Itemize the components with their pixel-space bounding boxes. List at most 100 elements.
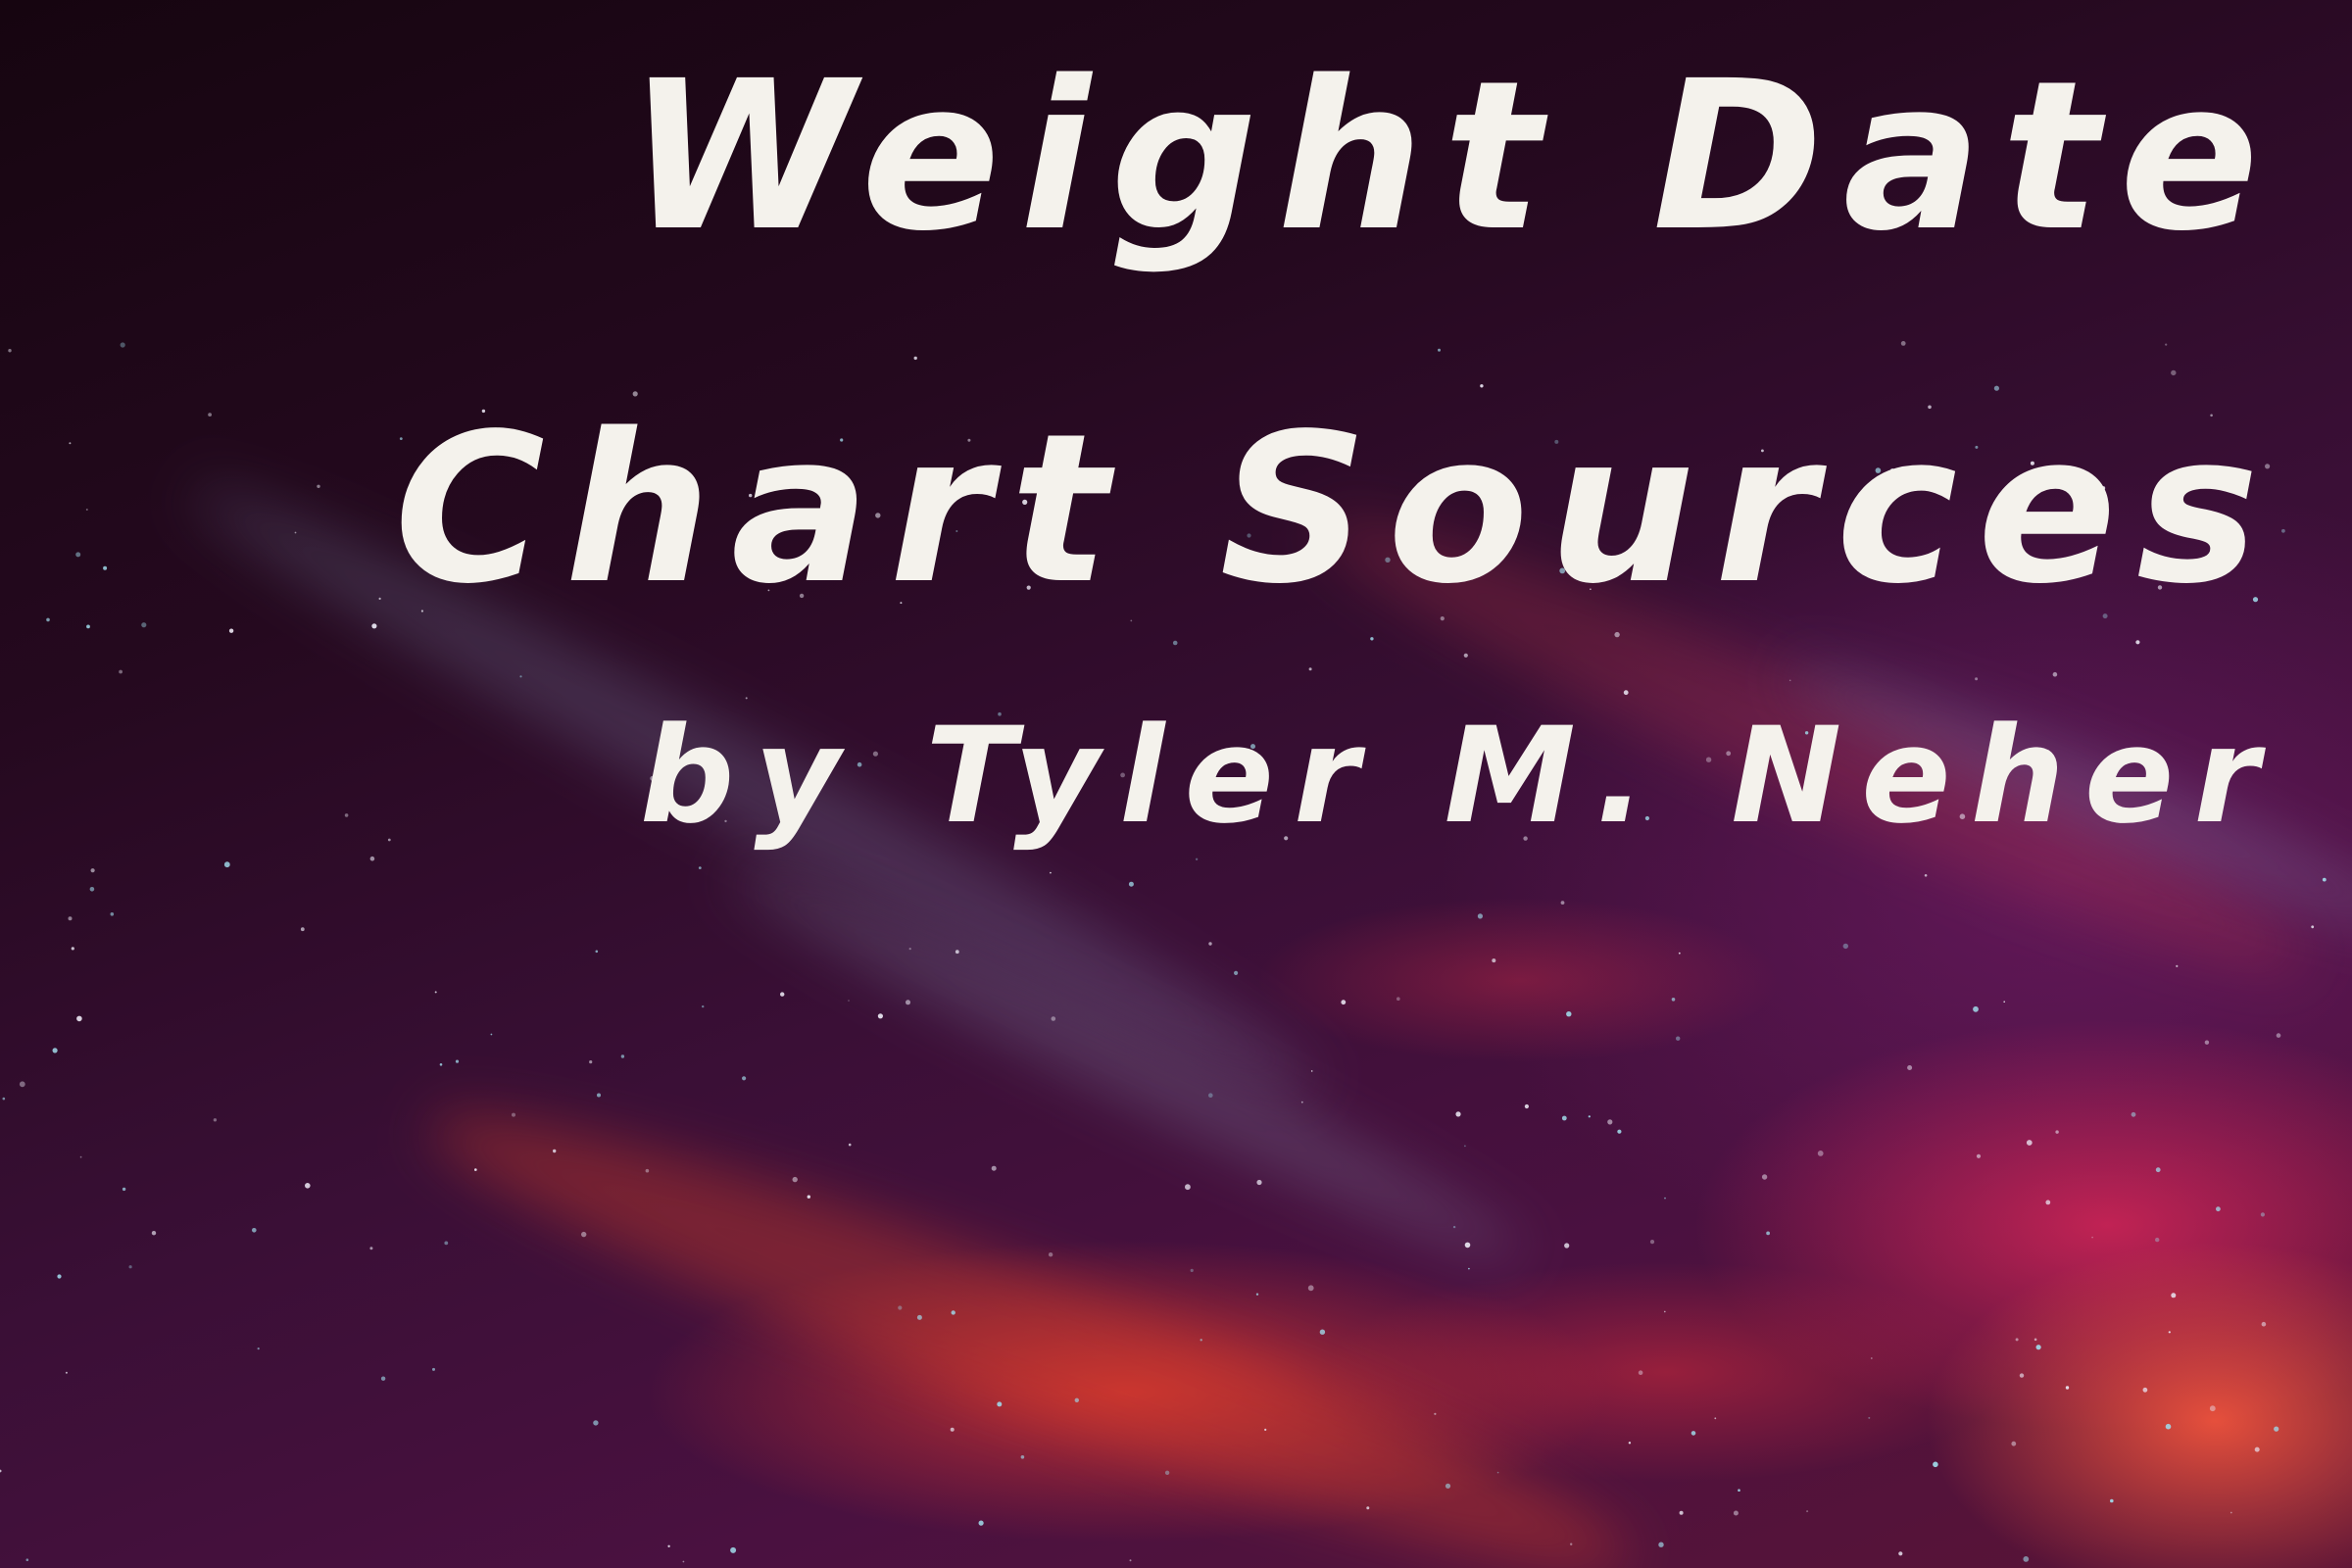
star (1561, 1115, 1567, 1121)
star (1566, 1011, 1572, 1017)
star (1485, 517, 1490, 522)
star (898, 1305, 903, 1310)
star (2165, 343, 2168, 346)
star (906, 1000, 910, 1005)
star (2216, 1206, 2221, 1212)
star (2261, 1321, 2267, 1327)
star (1524, 1103, 1529, 1109)
star (553, 1149, 557, 1153)
star (2155, 1167, 2161, 1173)
star (667, 1544, 670, 1548)
star (2168, 1331, 2171, 1334)
star (1617, 1129, 1622, 1134)
star (2176, 964, 2179, 968)
star (228, 628, 234, 633)
star (89, 887, 95, 892)
star (1255, 1293, 1259, 1296)
star (2034, 1338, 2037, 1342)
star (1310, 1070, 1313, 1072)
star (1889, 468, 1895, 474)
star (1247, 533, 1251, 538)
star (151, 1231, 157, 1236)
star (512, 1112, 515, 1117)
star (1308, 667, 1312, 671)
star (1523, 836, 1528, 841)
star (1842, 943, 1849, 950)
star (2260, 1212, 2265, 1217)
star (2165, 1423, 2172, 1430)
star (1907, 1065, 1913, 1070)
star (848, 1143, 852, 1147)
star (1554, 439, 1559, 444)
star (1733, 1510, 1739, 1516)
star (1714, 1417, 1717, 1420)
star (2131, 1111, 2136, 1117)
star (998, 711, 1002, 716)
star (119, 669, 122, 674)
star (1020, 1455, 1025, 1459)
star (110, 912, 115, 916)
star (1284, 836, 1289, 841)
star (1370, 637, 1374, 641)
star (1976, 1153, 1982, 1158)
star (956, 530, 958, 532)
star (1463, 653, 1468, 658)
star (2281, 528, 2285, 533)
star (481, 409, 486, 414)
star (597, 1093, 601, 1098)
star (1664, 1197, 1666, 1200)
star (2009, 526, 2016, 533)
star (1074, 1397, 1080, 1403)
star (1649, 1240, 1655, 1245)
star (103, 565, 108, 570)
star (1256, 1179, 1262, 1186)
star (344, 813, 349, 817)
star (1130, 619, 1133, 622)
star (730, 1546, 737, 1553)
star (2157, 585, 2163, 590)
star (2209, 1405, 2216, 1412)
star (1195, 858, 1199, 860)
star (52, 1048, 58, 1054)
star (519, 675, 522, 678)
star (1973, 1005, 1979, 1012)
star (257, 1348, 260, 1350)
star (46, 617, 50, 622)
star (2026, 1140, 2033, 1146)
star (1644, 815, 1649, 821)
star (86, 624, 90, 629)
star (950, 1427, 955, 1432)
star (1588, 1115, 1591, 1118)
star (1048, 544, 1054, 549)
star (1766, 1231, 1770, 1236)
star (2276, 1033, 2281, 1038)
star (2065, 1386, 2070, 1390)
star (1120, 772, 1125, 778)
title-line-1: Weight Date (627, 36, 2278, 276)
star (581, 1231, 587, 1238)
star (1051, 1016, 1056, 1021)
star (378, 597, 381, 601)
star (2019, 1373, 2025, 1378)
star (955, 950, 959, 955)
star (1560, 901, 1565, 905)
star (908, 948, 911, 951)
star (1806, 1510, 1809, 1513)
star (2171, 1293, 2177, 1298)
star (122, 1187, 126, 1192)
star (991, 1165, 997, 1171)
star (294, 531, 297, 534)
star (595, 950, 599, 954)
star (1761, 449, 1764, 453)
star (420, 610, 423, 612)
star (65, 1371, 68, 1374)
star (305, 1183, 311, 1189)
star (75, 552, 81, 558)
star (2030, 461, 2034, 466)
star (369, 1247, 373, 1250)
star (1726, 751, 1732, 757)
star (1250, 744, 1255, 750)
star (2102, 613, 2108, 619)
star (1644, 556, 1647, 560)
